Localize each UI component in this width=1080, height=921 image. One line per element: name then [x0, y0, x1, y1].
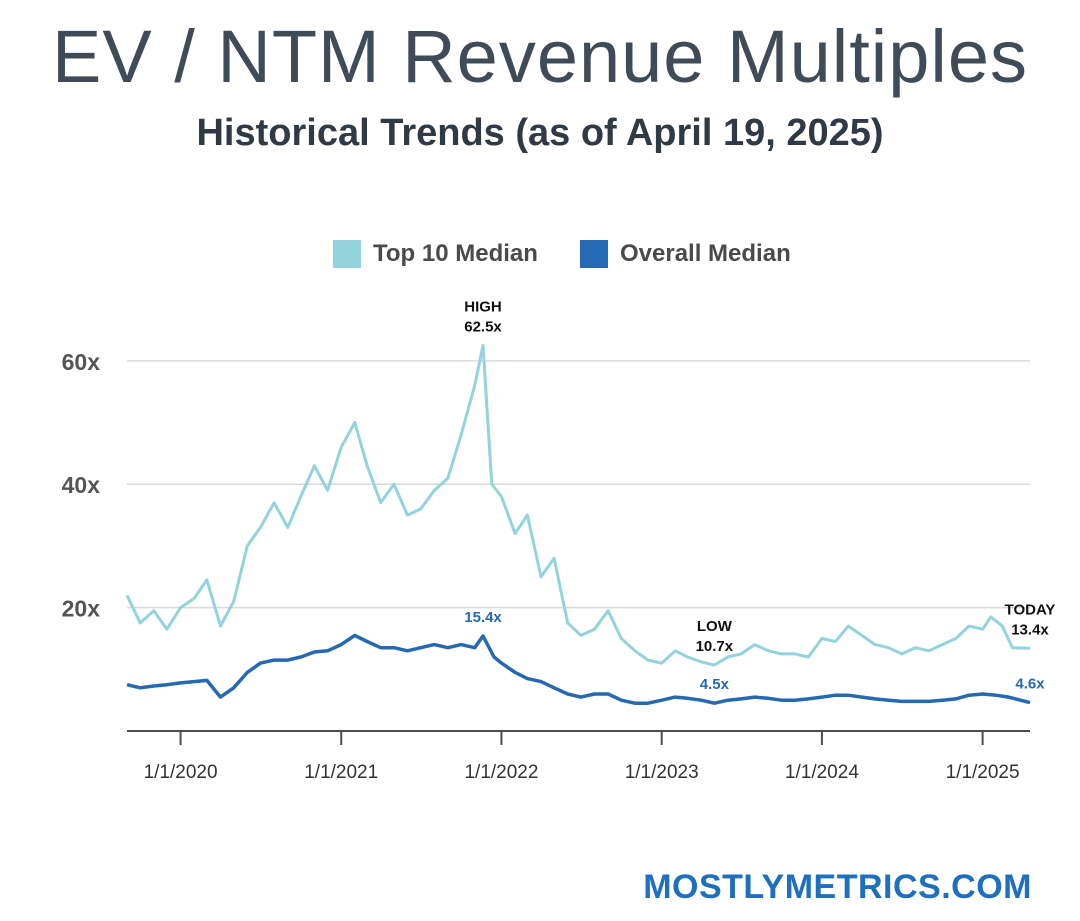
series-line-overall: [126, 633, 1031, 705]
data-label-annotation: 62.5x: [464, 318, 502, 335]
data-label-annotation: 10.7x: [696, 638, 734, 655]
legend-swatch-overall: [580, 240, 608, 268]
y-tick-label: 20x: [62, 596, 101, 622]
chart-legend: Top 10 Median Overall Median: [0, 240, 1080, 280]
legend-label-overall: Overall Median: [620, 240, 791, 267]
series-line-top10: [125, 343, 1031, 667]
data-label-annotation: 13.4x: [1011, 621, 1049, 638]
data-label-annotation: LOW: [697, 618, 733, 635]
x-tick-label: 1/1/2020: [144, 762, 218, 783]
x-tick-label: 1/1/2022: [464, 762, 538, 783]
data-label-annotation: 15.4x: [464, 609, 502, 626]
chart-title: EV / NTM Revenue Multiples: [51, 15, 1028, 98]
x-tick-label: 1/1/2021: [304, 762, 378, 783]
x-tick-label: 1/1/2025: [946, 762, 1020, 783]
legend-swatch-top10: [333, 240, 361, 268]
legend-item-top10: Top 10 Median: [333, 240, 538, 268]
x-tick-label: 1/1/2023: [625, 762, 699, 783]
data-label-annotation: 4.5x: [700, 676, 730, 693]
legend-label-top10: Top 10 Median: [373, 240, 538, 267]
data-label-annotation: HIGH: [464, 298, 502, 315]
y-tick-label: 60x: [62, 349, 101, 375]
legend-item-overall: Overall Median: [580, 240, 791, 268]
data-label-annotation: TODAY: [1005, 601, 1056, 618]
brand-watermark: MOSTLYMETRICS.COM: [643, 868, 1032, 906]
chart-subtitle: Historical Trends (as of April 19, 2025): [196, 112, 884, 154]
x-tick-label: 1/1/2024: [785, 762, 859, 783]
y-tick-label: 40x: [62, 472, 101, 498]
data-label-annotation: 4.6x: [1015, 676, 1045, 693]
